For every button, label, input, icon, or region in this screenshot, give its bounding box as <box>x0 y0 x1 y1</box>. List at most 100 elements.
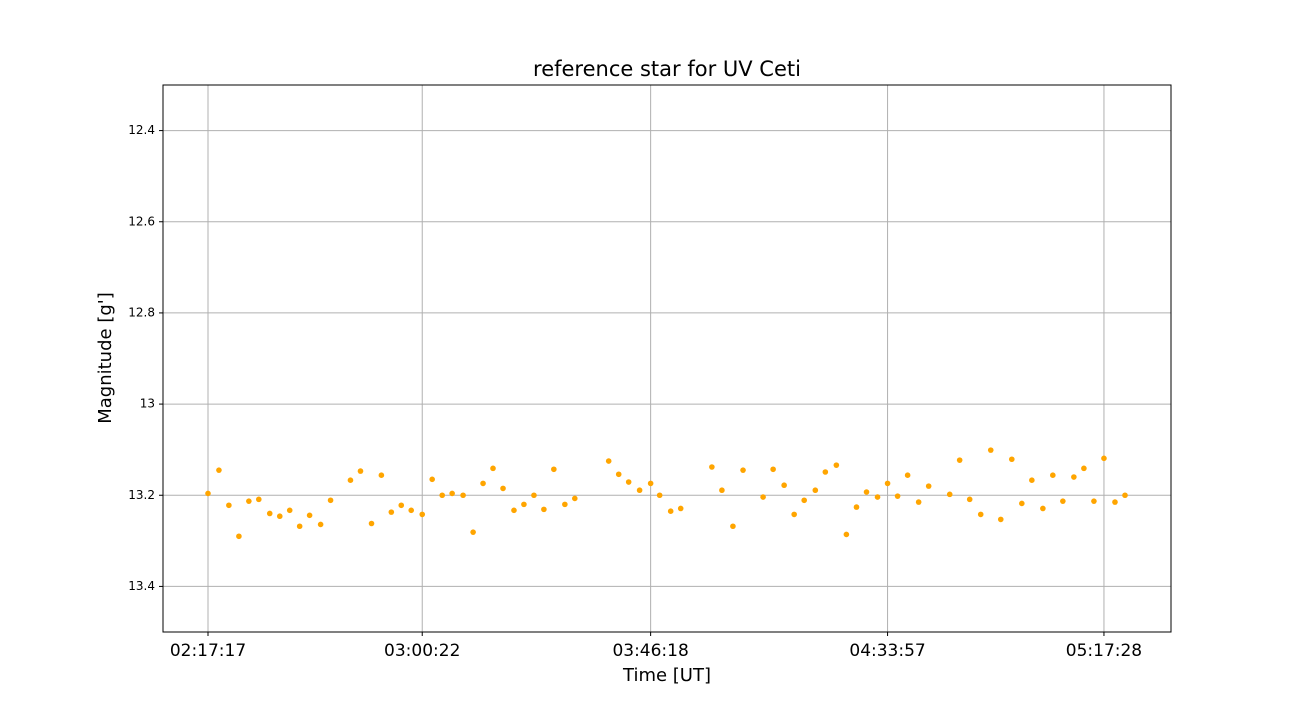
data-point <box>216 467 222 473</box>
data-point <box>956 457 963 463</box>
y-tick-label: 13.4 <box>128 579 155 593</box>
data-point <box>551 466 557 473</box>
data-point <box>1081 465 1087 472</box>
data-point <box>781 482 787 489</box>
data-point <box>677 505 684 512</box>
data-point <box>562 501 568 508</box>
data-point <box>317 521 324 528</box>
data-point <box>656 492 663 499</box>
data-point <box>730 523 736 530</box>
data-point <box>256 496 262 503</box>
data-point <box>615 471 622 478</box>
data-point <box>1122 492 1128 499</box>
data-point <box>1091 498 1097 504</box>
data-point <box>1008 456 1015 463</box>
data-point <box>306 512 313 519</box>
data-point <box>605 458 612 464</box>
data-point <box>894 493 901 499</box>
data-point <box>572 495 578 502</box>
data-point <box>408 507 415 514</box>
data-point <box>843 531 850 538</box>
data-point <box>236 533 242 540</box>
data-point <box>791 511 797 518</box>
data-point <box>286 507 293 514</box>
data-point <box>740 467 746 473</box>
y-axis-label: Magnitude [g'] <box>95 292 116 424</box>
data-point <box>1050 472 1056 478</box>
data-point <box>490 465 496 472</box>
data-point <box>884 480 891 487</box>
data-point <box>521 501 527 508</box>
data-point <box>347 477 354 484</box>
data-point <box>874 494 881 500</box>
data-point <box>709 464 715 470</box>
data-point <box>770 466 776 473</box>
data-point <box>276 513 283 520</box>
y-tick-label: 12.6 <box>128 214 155 228</box>
data-point <box>946 491 953 498</box>
data-point <box>500 485 506 492</box>
x-tick-label: 02:17:17 <box>170 641 246 661</box>
data-point <box>822 469 829 475</box>
data-point <box>357 468 364 474</box>
data-point <box>480 480 486 487</box>
data-point <box>541 506 547 513</box>
data-point <box>1071 474 1077 480</box>
data-point <box>977 511 984 518</box>
data-point <box>801 497 807 504</box>
y-tick-label: 12.8 <box>128 305 155 319</box>
chart-title: reference star for UV Ceti <box>533 57 801 81</box>
data-point <box>1101 455 1107 462</box>
data-point <box>1019 500 1025 507</box>
data-point <box>925 483 932 489</box>
x-tick-label: 03:46:18 <box>612 641 688 661</box>
data-point <box>719 487 725 494</box>
data-point <box>439 492 446 499</box>
data-point <box>460 492 466 499</box>
data-point <box>378 472 385 478</box>
data-point <box>667 508 674 515</box>
data-point <box>266 510 273 517</box>
data-point <box>915 499 922 505</box>
data-point <box>429 476 435 483</box>
data-point <box>812 487 819 494</box>
x-tick-label: 03:00:22 <box>384 641 460 661</box>
x-axis-label: Time [UT] <box>622 665 711 686</box>
data-point <box>833 462 840 468</box>
y-tick-label: 13.2 <box>128 488 155 502</box>
data-point <box>760 494 766 500</box>
x-tick-label: 05:17:28 <box>1066 641 1142 661</box>
data-point <box>327 497 334 504</box>
data-point <box>1029 477 1035 484</box>
data-point <box>966 496 973 503</box>
plot-frame <box>162 84 1172 633</box>
data-point <box>226 502 232 509</box>
data-point <box>470 529 476 535</box>
data-point <box>1112 499 1118 505</box>
x-tick-label: 04:33:57 <box>849 641 925 661</box>
data-point <box>419 511 426 518</box>
data-point <box>531 492 537 499</box>
data-point <box>246 498 252 504</box>
data-point <box>398 502 405 509</box>
data-point <box>368 520 375 527</box>
data-point <box>449 490 455 497</box>
data-point <box>511 507 517 514</box>
data-point <box>853 504 860 510</box>
data-point <box>904 472 911 478</box>
data-point <box>1040 505 1046 512</box>
data-point <box>388 509 395 515</box>
data-point <box>296 523 303 530</box>
data-point <box>997 516 1004 523</box>
data-point <box>625 479 632 485</box>
data-point <box>647 480 654 487</box>
data-point <box>863 489 870 495</box>
data-point <box>1060 498 1066 504</box>
data-point <box>987 447 994 453</box>
y-tick-label: 13 <box>140 397 155 411</box>
y-tick-label: 12.4 <box>128 123 155 137</box>
data-point <box>636 487 643 494</box>
data-point <box>205 490 211 497</box>
